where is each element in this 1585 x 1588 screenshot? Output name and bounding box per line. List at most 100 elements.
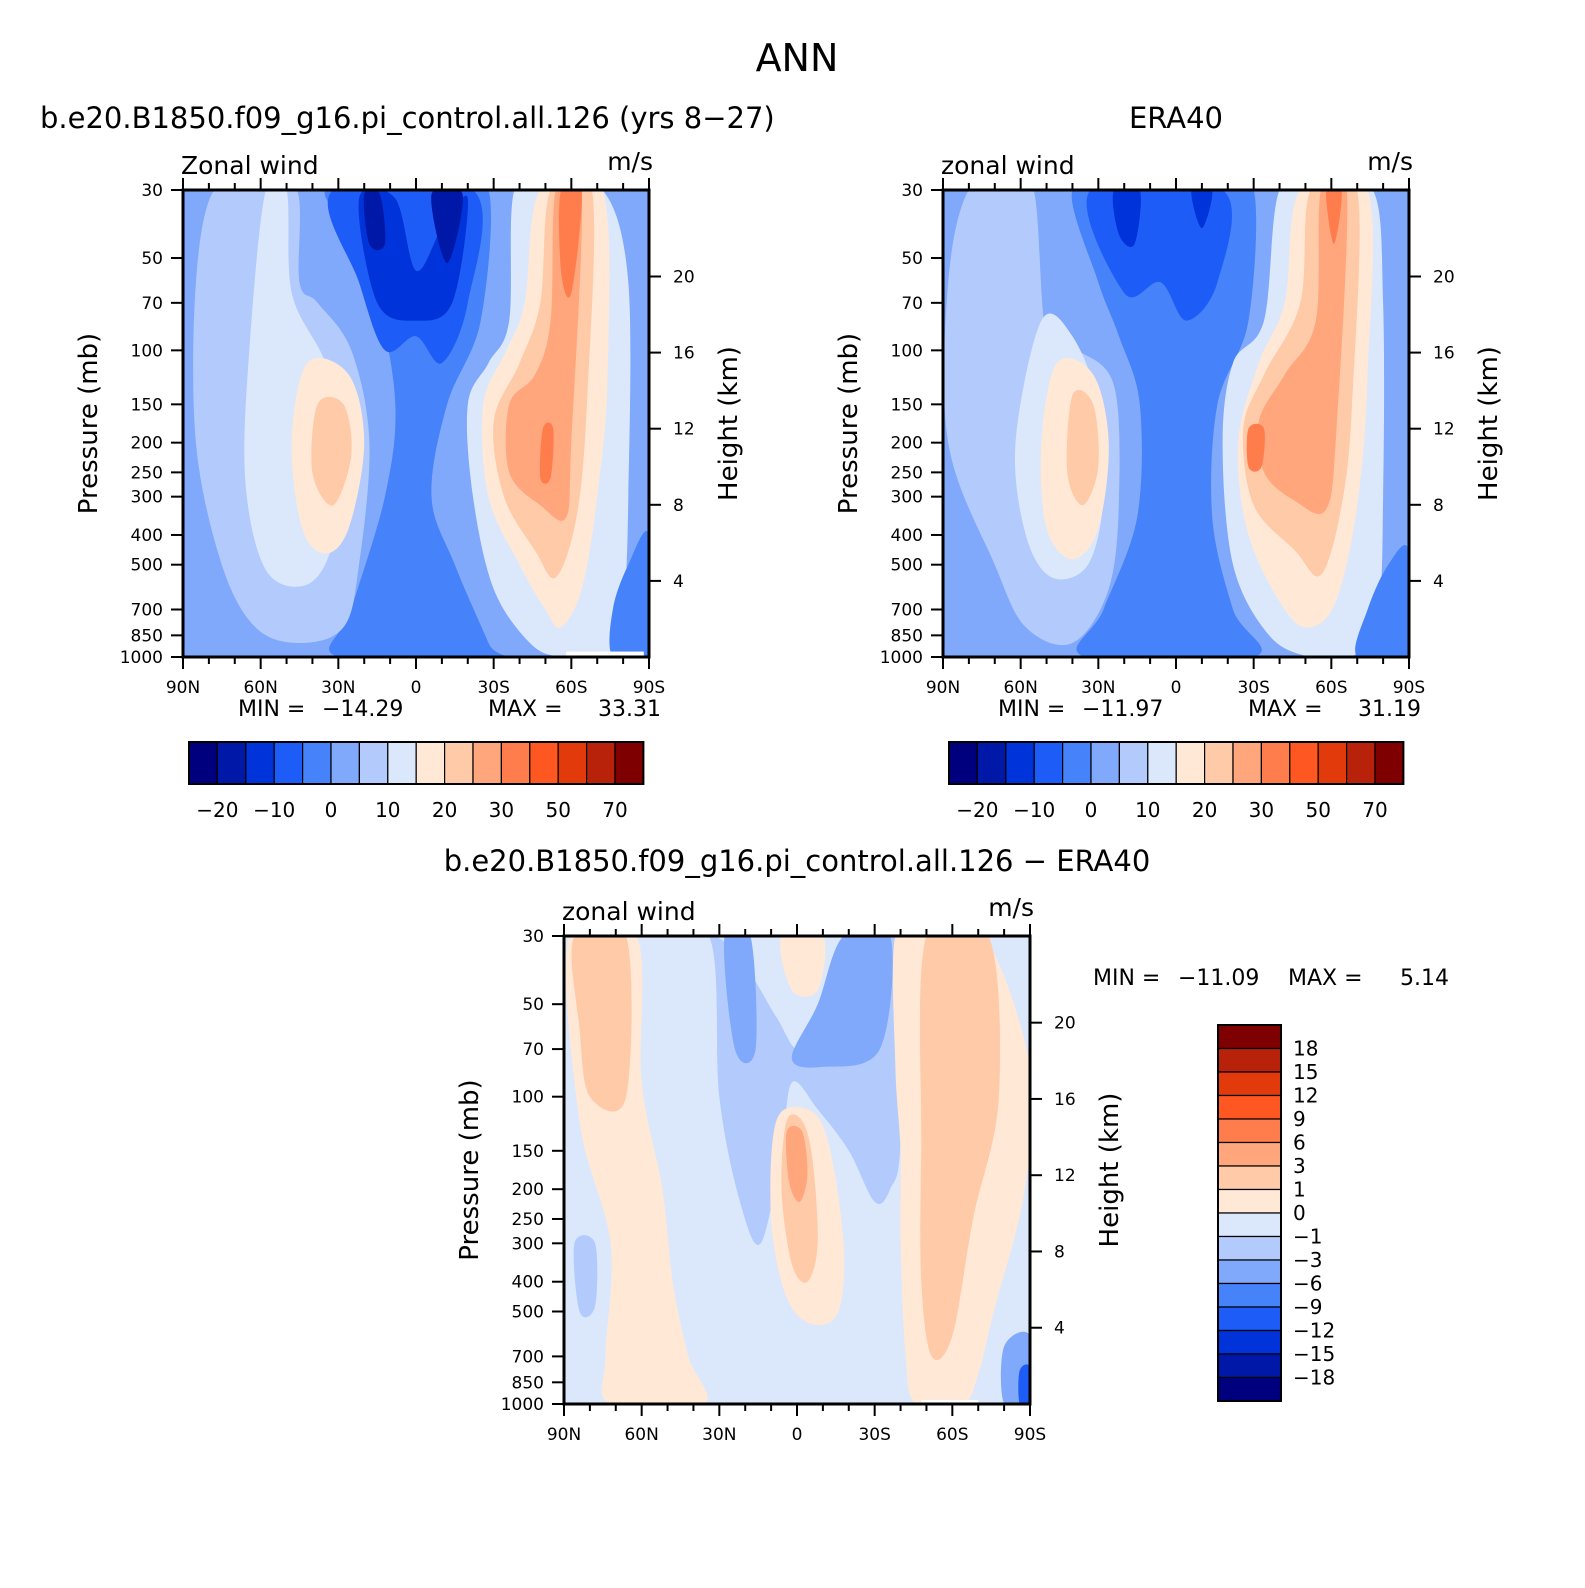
colorbar-box xyxy=(1217,1165,1282,1191)
colorbar-label: 3 xyxy=(1293,1154,1306,1178)
contour-tropical-neg-b xyxy=(791,936,893,1068)
contour-upper-positive xyxy=(780,936,826,997)
figure-title: ANN xyxy=(756,36,839,80)
colorbar-label: 70 xyxy=(602,798,627,822)
contour-sh-max xyxy=(539,422,554,484)
min-value: −14.29 xyxy=(322,697,403,722)
y-tick-label: 850 xyxy=(131,626,163,646)
y-tick-label: 300 xyxy=(131,488,163,508)
colorbar-box xyxy=(1217,1094,1282,1120)
x-tick-label: 90N xyxy=(547,1425,581,1445)
colorbar-frame xyxy=(1217,1024,1282,1402)
colorbar-label: 30 xyxy=(1249,798,1274,822)
y-tick-label: 150 xyxy=(891,395,923,415)
height-tick-label: 20 xyxy=(673,267,695,287)
y-tick-label: 30 xyxy=(141,181,163,201)
units-label: m/s xyxy=(988,893,1034,922)
contour-antarctic xyxy=(609,531,649,657)
y-tick-label: 200 xyxy=(512,1180,544,1200)
colorbar-label: 70 xyxy=(1362,798,1387,822)
colorbar-box xyxy=(1005,741,1035,785)
colorbar-box xyxy=(1217,1047,1282,1073)
colorbar-box xyxy=(273,741,304,785)
y-tick-label: 100 xyxy=(891,341,923,361)
panel-title: b.e20.B1850.f09_g16.pi_control.all.126 −… xyxy=(444,844,1151,878)
y-tick-label: 70 xyxy=(141,294,163,314)
y-tick-label: 200 xyxy=(131,434,163,454)
y-tick-label: 400 xyxy=(131,526,163,546)
colorbar-frame xyxy=(948,741,1405,785)
colorbar-label: −1 xyxy=(1293,1225,1322,1249)
missing-data xyxy=(566,651,644,657)
colorbar-box xyxy=(1374,741,1404,785)
contour-easterly-min-a xyxy=(363,190,386,251)
units-label: m/s xyxy=(1367,147,1413,176)
colorbar-label: 15 xyxy=(1293,1060,1318,1084)
y-tick-label: 700 xyxy=(131,600,163,620)
y-tick-label: 50 xyxy=(141,249,163,269)
colorbar-box xyxy=(1289,741,1319,785)
colorbar-label: 9 xyxy=(1293,1107,1306,1131)
y-tick-label: 150 xyxy=(512,1142,544,1162)
height-tick-label: 4 xyxy=(1433,572,1444,592)
colorbar-box xyxy=(1061,741,1092,785)
y-tick-label: 700 xyxy=(512,1347,544,1367)
colorbar-box xyxy=(585,741,616,785)
colorbar-label: 12 xyxy=(1293,1084,1318,1108)
colorbar-label: 50 xyxy=(1305,798,1330,822)
y-tick-label: 1000 xyxy=(880,648,923,668)
colorbar-box xyxy=(614,741,644,785)
y-axis-title: Pressure (mb) xyxy=(455,1079,485,1260)
height-tick-label: 4 xyxy=(673,572,684,592)
x-tick-label: 30N xyxy=(702,1425,736,1445)
y-tick-label: 50 xyxy=(901,249,923,269)
colorbar-box xyxy=(1345,741,1376,785)
x-tick-label: 60S xyxy=(936,1425,968,1445)
colorbar-label: 0 xyxy=(1293,1201,1306,1225)
colorbar-label: 50 xyxy=(545,798,570,822)
colorbar-label: 10 xyxy=(1135,798,1160,822)
colorbar-box xyxy=(1317,741,1348,785)
contour-nh-positive-core xyxy=(571,936,632,1112)
units-label: m/s xyxy=(607,147,653,176)
contour-field xyxy=(564,936,1030,1404)
colorbar-label: 6 xyxy=(1293,1131,1306,1155)
x-tick-label: 0 xyxy=(792,1425,803,1445)
colorbar-box xyxy=(1217,1188,1282,1214)
panel-title: ERA40 xyxy=(1129,101,1223,135)
contour-sh-polar-jet xyxy=(1326,190,1342,244)
panel-model: b.e20.B1850.f09_g16.pi_control.all.126 (… xyxy=(40,101,775,822)
colorbar-box xyxy=(1175,741,1206,785)
max-value: 31.19 xyxy=(1358,697,1421,722)
height-tick-label: 16 xyxy=(1433,344,1455,364)
field-label: zonal wind xyxy=(941,151,1075,180)
y-tick-label: 300 xyxy=(512,1234,544,1254)
colorbar-box xyxy=(1217,1071,1282,1097)
missing-data xyxy=(921,1399,979,1404)
colorbar-box xyxy=(358,741,389,785)
colorbar-label: 20 xyxy=(1192,798,1217,822)
colorbar-label: −10 xyxy=(253,798,295,822)
colorbar-label: −15 xyxy=(1293,1342,1335,1366)
max-value: 5.14 xyxy=(1400,966,1449,991)
x-tick-label: 60N xyxy=(624,1425,658,1445)
x-tick-label: 90S xyxy=(1014,1425,1046,1445)
x-tick-label: 90N xyxy=(166,678,200,698)
contour-sh-positive-core xyxy=(919,936,1001,1361)
x-tick-label: 30N xyxy=(321,678,355,698)
colorbar-box xyxy=(976,741,1007,785)
colorbar-box xyxy=(1090,741,1120,785)
colorbar-frame xyxy=(188,741,645,785)
colorbar-label: −18 xyxy=(1293,1366,1335,1390)
colorbar-box xyxy=(1217,1212,1282,1238)
y-tick-label: 250 xyxy=(131,463,163,483)
height-tick-label: 16 xyxy=(1054,1090,1076,1110)
colorbar-box xyxy=(1217,1259,1282,1285)
x-tick-label: 60S xyxy=(1315,678,1347,698)
colorbar-box xyxy=(245,741,275,785)
height-tick-label: 4 xyxy=(1054,1319,1065,1339)
colorbar-box xyxy=(1217,1306,1282,1332)
colorbar-box xyxy=(1147,741,1177,785)
